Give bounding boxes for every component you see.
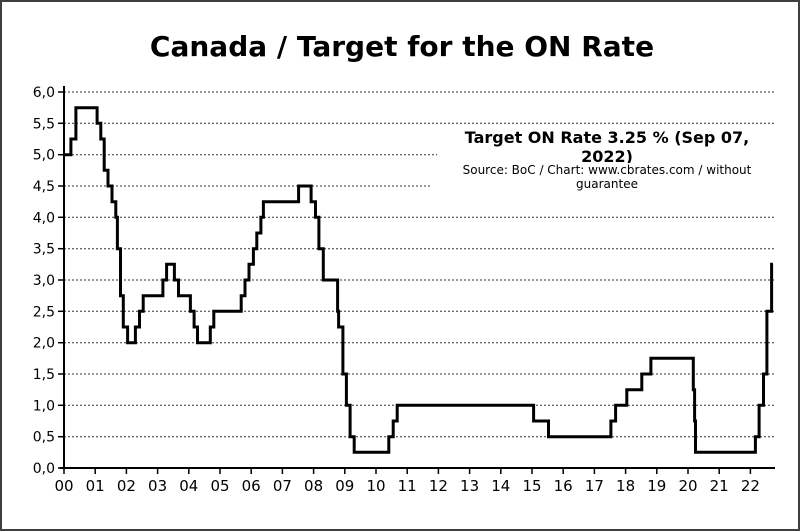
x-tick-label: 11 [398,477,417,495]
x-tick-label: 09 [335,477,354,495]
y-tick-label: 2,0 [33,336,55,352]
x-tick-label: 19 [647,477,666,495]
y-tick-label: 0,5 [33,430,55,446]
x-tick-label: 02 [117,477,136,495]
x-tick-label: 17 [585,477,604,495]
x-tick-label: 21 [710,477,729,495]
x-tick-label: 08 [304,477,323,495]
rate-step-line [64,106,774,454]
chart-title: Canada / Target for the ON Rate [149,30,655,63]
x-tick-label: 07 [273,477,292,495]
y-tick-label: 1,5 [33,367,55,383]
x-tick-labels: 00 01 02 03 04 05 06 07 08 09 10 11 12 13 14 15 16 17 18 19… [54,477,759,495]
y-tick-label: 4,0 [33,210,55,226]
x-tick-label: 22 [741,477,760,495]
x-tick-label: 14 [491,477,510,495]
source-note: Source: BoC / Chart: www.cbrates.com / w… [432,163,782,191]
x-tick-label: 15 [522,477,541,495]
x-tick-label: 03 [148,477,167,495]
x-tick-label: 20 [678,477,697,495]
y-tick-label: 1,0 [33,398,55,414]
y-tick-label: 2,5 [33,304,55,320]
y-tick-label: 3,5 [33,242,55,258]
x-tick-label: 06 [242,477,261,495]
latest-rate-annotation: Target ON Rate 3.25 % (Sep 07, 2022) [437,128,777,166]
y-tick-label: 0,0 [33,461,55,477]
y-tick-label: 5,5 [33,116,55,132]
x-tick-label: 13 [460,477,479,495]
x-tick-label: 01 [86,477,105,495]
x-tick-label: 18 [616,477,635,495]
y-tick-labels: 0,0 0,5 1,0 1,5 2,0 2,5 3,0 3,5 4,0 4,5 5,0 5,5 6,0 [33,85,55,477]
x-tick-label: 04 [179,477,198,495]
x-tick-label: 00 [54,477,73,495]
y-tick-label: 5,0 [33,148,55,164]
x-tick-label: 10 [366,477,385,495]
y-tick-label: 3,0 [33,273,55,289]
x-tick-label: 05 [210,477,229,495]
y-tick-label: 4,5 [33,179,55,195]
x-tick-label: 12 [429,477,448,495]
x-tick-label: 16 [554,477,573,495]
y-tick-label: 6,0 [33,85,55,101]
